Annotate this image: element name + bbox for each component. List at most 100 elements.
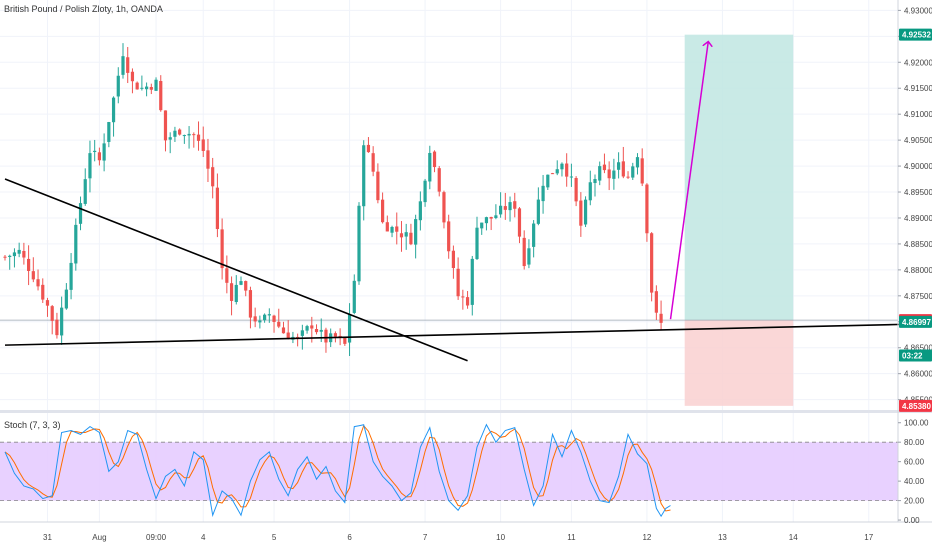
candle-body [88, 153, 92, 179]
candle-body [310, 325, 314, 329]
candle-body [126, 57, 130, 73]
candle-body [527, 248, 531, 265]
candle-body [480, 222, 484, 229]
price-tick-label: 4.90000 [904, 162, 932, 171]
candle-body [55, 319, 59, 336]
drawing-annotations[interactable] [4, 42, 902, 362]
candle-body [484, 217, 489, 224]
candle-body [550, 173, 555, 175]
time-tick-label: 12 [642, 533, 651, 542]
trendline[interactable] [4, 323, 902, 346]
candle-body [583, 199, 588, 225]
candle-body [347, 314, 352, 343]
candle-body [12, 252, 17, 257]
time-tick-label: 7 [423, 533, 428, 542]
chart-title: British Pound / Polish Zloty, 1h, OANDA [4, 4, 163, 14]
candle-body [277, 321, 281, 327]
candle-body [300, 330, 304, 336]
time-tick-label: 17 [864, 533, 873, 542]
candle-body [130, 71, 135, 82]
trendline[interactable] [4, 178, 468, 362]
candle-body [192, 134, 196, 136]
stoch-tick-label: 60.00 [904, 458, 925, 467]
candle-body [602, 164, 607, 171]
time-tick-label: 14 [789, 533, 798, 542]
candle-body [173, 130, 177, 137]
candle-body [607, 169, 611, 179]
stoch-band [0, 442, 898, 501]
candle-body [272, 315, 276, 322]
candle-body [248, 290, 253, 318]
candle-body [437, 168, 441, 192]
candle-body [376, 171, 380, 201]
stoch-tick-label: 40.00 [904, 477, 925, 486]
target-arrow[interactable] [669, 42, 709, 320]
candle-body [60, 307, 64, 336]
candle-body [621, 161, 625, 177]
stoch-lines [4, 423, 671, 518]
candle-body [593, 179, 597, 184]
candle-body [465, 297, 470, 306]
candle-body [517, 208, 522, 237]
candle-body [645, 184, 649, 234]
price-label-box [899, 28, 932, 41]
candle-body [296, 336, 300, 338]
candle-body [503, 206, 507, 210]
candle-body [314, 329, 319, 333]
candle-body [36, 279, 40, 287]
candle-body [447, 221, 451, 252]
candle-body [470, 258, 474, 305]
candle-body [428, 152, 432, 182]
candle-body [154, 79, 158, 91]
candle-body [168, 137, 172, 140]
candle-body [461, 296, 465, 298]
time-tick-label: 31 [43, 533, 52, 542]
price-label-text: 4.92532 [902, 31, 931, 40]
candle-body [654, 291, 658, 313]
candle-body [159, 81, 163, 111]
candle-body [196, 134, 201, 141]
candle-body [499, 205, 503, 215]
stoch-d-line [4, 424, 671, 512]
candle-body [69, 262, 73, 290]
stop-zone[interactable] [684, 320, 794, 406]
candle-body [215, 187, 219, 230]
candle-body [229, 283, 234, 301]
target-zone[interactable] [684, 34, 794, 321]
pane-separator[interactable] [0, 410, 932, 413]
candle-body [418, 201, 422, 221]
candle-body [140, 87, 144, 89]
candle-body [149, 87, 153, 90]
candle-body [513, 201, 517, 209]
candle-body [442, 192, 446, 223]
candle-body [64, 289, 68, 309]
time-tick-label: 4 [201, 533, 206, 542]
candle-body [22, 250, 26, 258]
time-tick-label: 6 [347, 533, 352, 542]
candle-body [31, 271, 35, 280]
candle-body [8, 255, 12, 257]
candle-body [111, 97, 116, 123]
candle-body [395, 226, 399, 232]
price-tick-label: 4.92000 [904, 58, 932, 67]
candle-body [659, 313, 663, 323]
candle-body [617, 162, 621, 170]
time-tick-label: 13 [718, 533, 727, 542]
candle-body [178, 129, 182, 135]
stoch-tick-label: 20.00 [904, 497, 925, 506]
candle-body [267, 314, 271, 316]
candle-body [305, 326, 309, 331]
candle-body [381, 199, 385, 223]
candle-body [399, 233, 404, 238]
candle-body [333, 333, 337, 337]
candle-body [135, 82, 139, 90]
candle-body [598, 166, 602, 181]
candle-body [574, 178, 578, 202]
candle-body [451, 250, 455, 269]
price-label-text: 03:22 [902, 352, 923, 361]
candle-body [3, 256, 7, 258]
candle-body [650, 233, 654, 293]
candle-body [385, 222, 389, 232]
candle-body [404, 232, 408, 237]
candle-body [319, 329, 323, 332]
